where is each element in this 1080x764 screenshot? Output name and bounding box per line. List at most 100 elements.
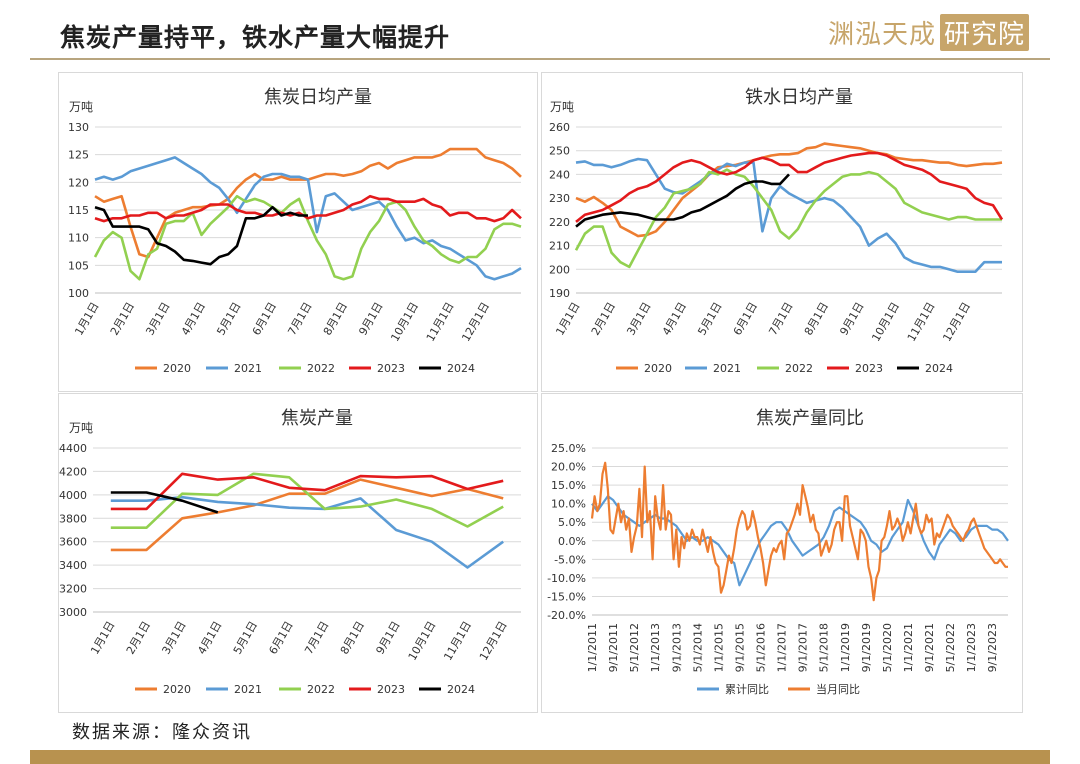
x-tick-label: 9月1日 [837, 300, 866, 338]
y-tick-label: 130 [68, 121, 89, 134]
x-tick-label: 1月1日 [88, 619, 117, 657]
chart-panel-coke-daily: 焦炭日均产量 万吨 100 105 110 115 120 125 130 1月1日 2月1日 3月1… [58, 72, 538, 392]
footer-bar [30, 750, 1050, 764]
series-line-2021 [110, 495, 504, 569]
legend-label: 2023 [855, 362, 883, 375]
x-tick-label: 5/1/2014 [691, 623, 704, 672]
y-tick-label: 4400 [59, 442, 87, 455]
x-tick-label: 3月1日 [143, 300, 172, 338]
brand-logo-box: 研究院 [940, 13, 1030, 51]
y-tick-label: 115 [68, 204, 89, 217]
legend-label: 累计同比 [725, 683, 769, 696]
x-tick-label: 1/1/2015 [712, 623, 725, 672]
y-tick-label: 3400 [59, 559, 87, 572]
x-tick-label: 8月1日 [338, 619, 367, 657]
header-divider [30, 58, 1050, 60]
x-tick-label: 10月1日 [406, 619, 439, 663]
chart-coke-output-yoy: 焦炭产量同比 -20.0% -15.0% -10.0% -5.0% 0.0% 5.0% 10.… [547, 408, 1009, 696]
x-tick-label: 5月1日 [214, 300, 243, 338]
x-tick-label: 6月1日 [731, 300, 760, 338]
y-tick-label: 125 [68, 149, 89, 162]
x-tick-label: 4月1日 [179, 300, 208, 338]
legend-label: 2020 [163, 362, 191, 375]
x-tick-label: 10月1日 [388, 300, 421, 344]
y-tick-label: -5.0% [554, 553, 586, 566]
x-tick-label: 8月1日 [321, 300, 350, 338]
legend-label: 当月同比 [816, 682, 860, 696]
y-tick-label: 15.0% [551, 479, 586, 492]
y-tick-label: 110 [68, 232, 89, 245]
y-axis-unit: 万吨 [69, 100, 93, 114]
y-tick-label: 3800 [59, 512, 87, 525]
x-tick-label: 1/1/2011 [586, 623, 599, 672]
x-tick-label: 9/1/2011 [607, 623, 620, 672]
series-line-2023 [110, 472, 504, 511]
x-tick-label: 6月1日 [250, 300, 279, 338]
x-tick-label: 12月1日 [940, 300, 973, 344]
y-tick-label: -10.0% [547, 572, 586, 585]
chart-panel-coke-yoy: 焦炭产量同比 -20.0% -15.0% -10.0% -5.0% 0.0% 5.0% 10.… [541, 393, 1023, 713]
x-tick-label: 11月1日 [424, 300, 457, 344]
x-tick-label: 3月1日 [160, 619, 189, 657]
series-line-2024 [575, 173, 790, 228]
y-tick-label: 230 [549, 192, 570, 205]
brand-logo: 渊泓天成 研究院 [828, 13, 1030, 51]
x-tick-label: 10月1日 [869, 300, 902, 344]
x-tick-label: 9月1日 [374, 619, 403, 657]
x-tick-label: 9/1/2019 [860, 623, 873, 672]
chart-panel-iron-daily: 铁水日均产量 万吨 190 200 210 220 230 240 250 260 1月1日 2月1日… [541, 72, 1023, 392]
series-line-2021 [94, 156, 522, 281]
y-tick-label: 200 [549, 263, 570, 276]
x-tick-label: 5/1/2012 [628, 623, 641, 672]
legend-label: 2023 [377, 362, 405, 375]
legend-label: 2022 [785, 362, 813, 375]
y-tick-label: 105 [68, 259, 89, 272]
y-tick-label: 190 [549, 287, 570, 300]
y-tick-label: 0.0% [558, 535, 586, 548]
y-tick-label: 220 [549, 216, 570, 229]
brand-logo-main: 渊泓天成 [828, 19, 937, 50]
y-tick-label: 25.0% [551, 442, 586, 455]
series-line-2024 [94, 205, 308, 266]
y-tick-label: 3200 [59, 583, 87, 596]
x-tick-label: 1/1/2013 [649, 623, 662, 672]
x-tick-label: 1/1/2023 [965, 623, 978, 672]
page-title: 焦炭产量持平，铁水产量大幅提升 [60, 23, 451, 52]
y-tick-label: 10.0% [551, 498, 586, 511]
legend-label: 2021 [713, 362, 741, 375]
x-tick-label: 11月1日 [441, 619, 474, 663]
y-tick-label: 5.0% [558, 516, 586, 529]
x-tick-label: 6月1日 [267, 619, 296, 657]
x-tick-label: 9/1/2017 [797, 623, 810, 672]
legend-label: 2020 [644, 362, 672, 375]
x-tick-label: 9月1日 [356, 300, 385, 338]
x-tick-label: 9/1/2015 [733, 623, 746, 672]
y-axis-unit: 万吨 [69, 421, 93, 435]
chart-title: 焦炭日均产量 [264, 87, 372, 108]
x-tick-label: 5/1/2018 [818, 623, 831, 672]
x-tick-label: 1/1/2019 [839, 623, 852, 672]
chart-title: 焦炭产量 [281, 408, 353, 429]
y-tick-label: -20.0% [547, 609, 586, 622]
x-tick-label: 3月1日 [624, 300, 653, 338]
y-tick-label: 4000 [59, 489, 87, 502]
y-tick-label: 260 [549, 121, 570, 134]
series-line-2024 [110, 491, 219, 514]
series-line-2022 [93, 194, 522, 281]
x-tick-label: 5月1日 [231, 619, 260, 657]
y-tick-label: 100 [68, 287, 89, 300]
x-tick-label: 2月1日 [108, 300, 137, 338]
x-tick-label: 7月1日 [302, 619, 331, 657]
series-line-当月同比 [590, 461, 1008, 602]
series-line-2023 [575, 151, 1004, 223]
y-tick-label: 4200 [59, 465, 87, 478]
x-tick-label: 12月1日 [459, 300, 492, 344]
x-tick-label: 11月1日 [905, 300, 938, 344]
x-tick-label: 9/1/2013 [670, 623, 683, 672]
x-tick-label: 5/1/2020 [881, 623, 894, 672]
x-tick-label: 5/1/2016 [755, 623, 768, 672]
y-tick-label: 240 [549, 168, 570, 181]
series-line-2023 [94, 194, 522, 223]
